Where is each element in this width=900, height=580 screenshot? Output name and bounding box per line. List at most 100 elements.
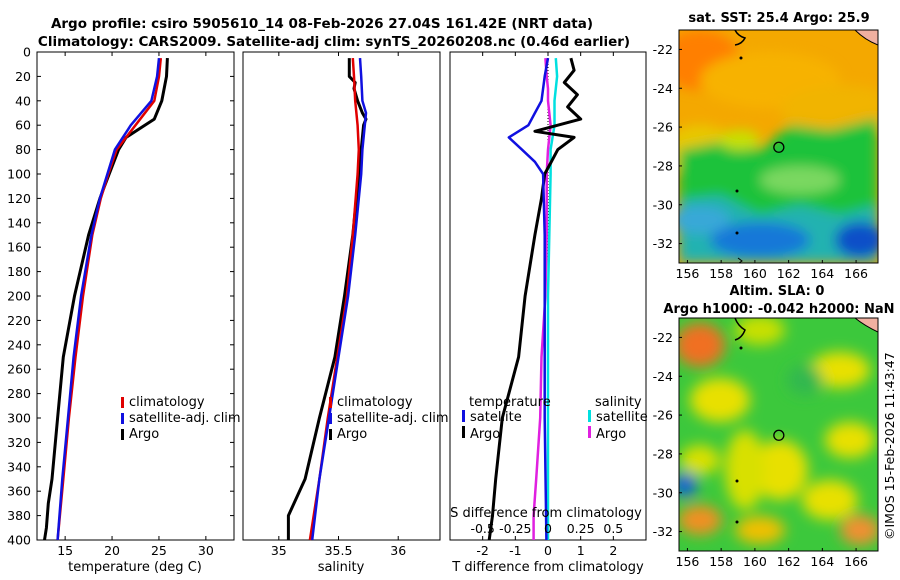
difference-profiles: [487, 57, 583, 541]
depth-tick-label: 220: [7, 313, 31, 328]
altimetry-map-ticks: 156 158 160 162 164 166 -22 -24 -26 -28 -30 -32: [653, 330, 868, 569]
depth-tick-label: 80: [15, 142, 31, 157]
temperature-difference-tick-label: 0: [544, 543, 552, 558]
legend-swatch-climatology: [329, 397, 332, 408]
depth-tick-label: 20: [15, 69, 31, 84]
depth-tick-label: 340: [7, 459, 31, 474]
difference-axis-ticks: -2 -1 0 1 2: [476, 52, 617, 558]
sst-map-frame: [678, 29, 879, 264]
depth-tick-label: 40: [15, 93, 31, 108]
legend-swatch-satellite: [329, 413, 332, 424]
legend-label-t-argo: Argo: [470, 427, 500, 442]
latitude-tick-label: -22: [653, 42, 673, 57]
longitude-tick-label: 158: [709, 266, 733, 281]
temperature-xlabel: temperature (deg C): [68, 560, 202, 575]
depth-tick-label: 360: [7, 484, 31, 499]
legend-swatch-climatology: [121, 397, 124, 408]
depth-tick-label: 0: [23, 45, 31, 60]
longitude-tick-label: 162: [777, 266, 801, 281]
legend-label-satellite: satellite-adj. clim: [129, 411, 241, 426]
salinity-tick-label: 35: [271, 543, 287, 558]
sst-field: [679, 30, 878, 263]
latitude-tick-label: -28: [653, 158, 673, 173]
temperature-panel: 0204060801001201401601802002202402602803…: [7, 45, 646, 575]
argo-location-marker: [773, 141, 785, 153]
series-argo-temperature-difference: [487, 57, 583, 541]
temperature-difference-tick-label: -1: [509, 543, 521, 558]
series-satellite-temperature: [56, 57, 161, 541]
depth-tick-label: 100: [7, 167, 31, 182]
legend-swatch-s-satellite: [588, 410, 591, 422]
depth-tick-label: 260: [7, 362, 31, 377]
longitude-tick-label: 166: [844, 266, 868, 281]
salinity-tick-label: 36: [390, 543, 406, 558]
depth-tick-label: 140: [7, 215, 31, 230]
latitude-tick-label: -24: [653, 81, 673, 96]
salinity-axis-ticks: 35 35.5 36: [271, 52, 406, 558]
salinity-difference-tick-label: 0.25: [567, 521, 595, 536]
depth-tick-label: 320: [7, 435, 31, 450]
imos-timestamp: ©IMOS 15-Feb-2026 11:43:47: [882, 352, 897, 540]
sst-map: sat. SST: 25.4 Argo: 25.9: [653, 11, 879, 281]
salinity-difference-tick-label: -0.25: [499, 521, 531, 536]
legend-swatch-argo: [329, 429, 332, 440]
legend-label-argo: Argo: [129, 427, 159, 442]
depth-tick-label: 380: [7, 508, 31, 523]
temperature-tick-label: 15: [57, 543, 73, 558]
temperature-difference-tick-label: 2: [609, 543, 617, 558]
longitude-tick-label: 160: [743, 554, 767, 569]
temperature-difference-tick-label: 1: [577, 543, 585, 558]
latitude-tick-label: -30: [653, 485, 673, 500]
temperature-legend: climatology satellite-adj. clim Argo: [121, 395, 241, 442]
longitude-tick-label: 166: [844, 554, 868, 569]
longitude-tick-label: 158: [709, 554, 733, 569]
sst-map-ticks: 156 158 160 162 164 166 -22 -24 -26 -28 -30 -32: [653, 42, 868, 281]
temperature-axis-ticks: 15 20 25 30: [57, 52, 214, 558]
latitude-tick-label: -30: [653, 197, 673, 212]
temperature-difference-tick-label: -2: [476, 543, 488, 558]
temperature-difference-xlabel: T difference from climatology: [451, 560, 644, 575]
series-argo-temperature: [43, 58, 169, 541]
legend-swatch-t-argo: [462, 426, 465, 438]
depth-tick-label: 280: [7, 386, 31, 401]
salinity-tick-label: 35.5: [325, 543, 353, 558]
legend-label-t-satellite: satellite: [470, 410, 522, 425]
salinity-axes-frame: [242, 51, 441, 541]
longitude-tick-label: 164: [810, 554, 834, 569]
temperature-tick-label: 25: [151, 543, 167, 558]
legend-label-climatology: climatology: [337, 395, 413, 410]
temperature-tick-label: 30: [198, 543, 214, 558]
figure-title-line1: Argo profile: csiro 5905610_14 08-Feb-20…: [51, 16, 593, 32]
altimetry-map: Altim. SLA: 0 Argo h1000: -0.042 h2000: …: [653, 284, 895, 569]
depth-tick-label: 400: [7, 533, 31, 548]
legend-label-s-argo: Argo: [596, 427, 626, 442]
depth-tick-label: 60: [15, 118, 31, 133]
legend-label-s-satellite: satellite: [596, 410, 648, 425]
longitude-tick-label: 164: [810, 266, 834, 281]
depth-tick-label: 160: [7, 240, 31, 255]
latitude-tick-label: -26: [653, 120, 673, 135]
salinity-difference-xlabel: S difference from climatology: [450, 506, 642, 521]
argo-location-marker: [773, 429, 785, 441]
altimetry-title-line1: Altim. SLA: 0: [730, 284, 825, 299]
legend-title-temperature: temperature: [469, 395, 551, 410]
legend-label-climatology: climatology: [129, 395, 205, 410]
depth-tick-label: 120: [7, 191, 31, 206]
altimetry-title-line2: Argo h1000: -0.042 h2000: NaN: [663, 302, 894, 317]
legend-title-salinity: salinity: [595, 395, 642, 410]
depth-tick-label: 180: [7, 264, 31, 279]
altimetry-field: [679, 318, 878, 551]
legend-swatch-t-satellite: [462, 410, 465, 422]
difference-panel: -2 -1 0 1 2 temperature satellite Argo salin…: [449, 51, 648, 575]
depth-tick-label: 200: [7, 289, 31, 304]
legend-label-argo: Argo: [337, 427, 367, 442]
salinity-difference-ticks: -0.5 -0.25 0 0.25 0.5: [470, 521, 623, 536]
latitude-tick-label: -32: [653, 524, 673, 539]
sst-map-title: sat. SST: 25.4 Argo: 25.9: [688, 11, 869, 26]
altimetry-map-frame: [678, 317, 879, 552]
salinity-legend: climatology satellite-adj. clim Argo: [329, 395, 449, 442]
longitude-tick-label: 156: [676, 554, 700, 569]
temperature-axes-frame: [36, 51, 235, 541]
figure-title-line2: Climatology: CARS2009. Satellite-adj cli…: [38, 34, 630, 50]
